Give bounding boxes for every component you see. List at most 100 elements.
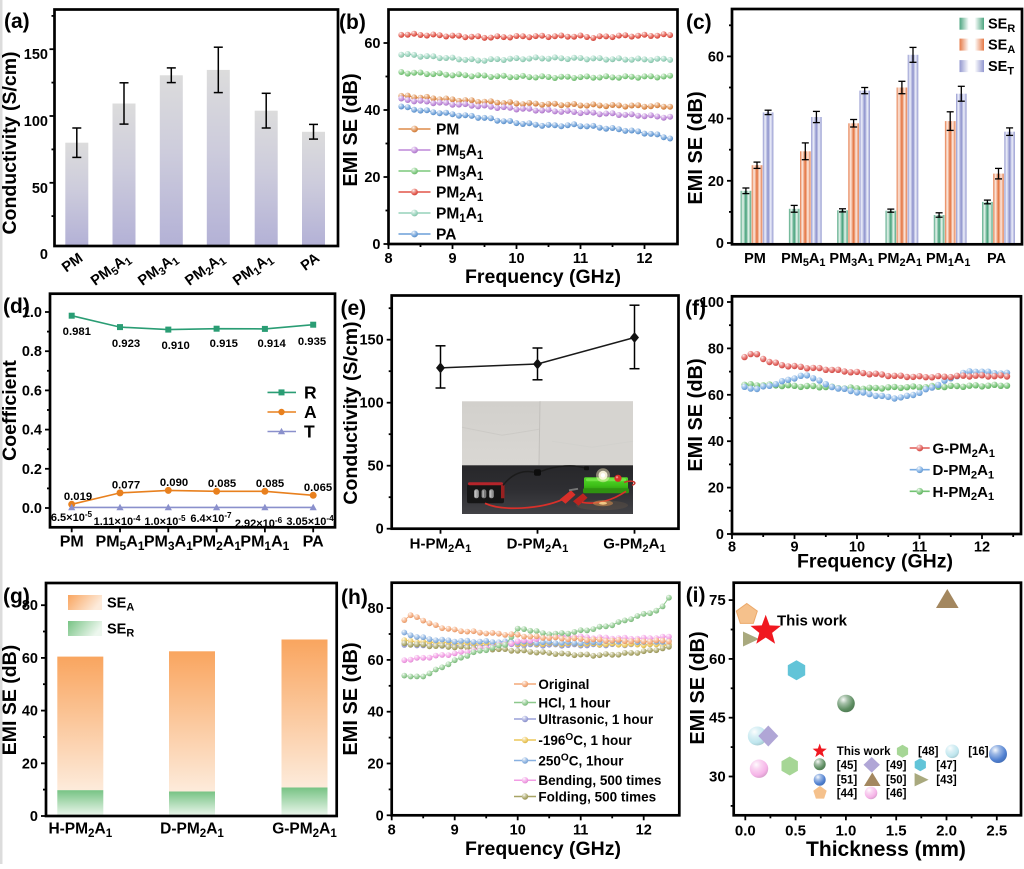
svg-text:PM: PM [744,251,766,267]
svg-text:0.085: 0.085 [256,478,284,490]
svg-text:20: 20 [708,481,724,497]
svg-text:(d): (d) [3,295,30,318]
svg-text:(e): (e) [341,297,367,320]
svg-text:2.5: 2.5 [986,822,1007,839]
svg-text:3.05×10-4: 3.05×10-4 [286,514,334,528]
svg-text:0: 0 [30,809,38,825]
svg-text:PM1A1: PM1A1 [926,251,970,269]
svg-text:12: 12 [636,251,652,267]
svg-text:11: 11 [573,822,588,838]
svg-text:Bending, 500 times: Bending, 500 times [538,773,661,788]
svg-text:Ultrasonic, 1 hour: Ultrasonic, 1 hour [538,712,654,727]
svg-text:G-PM2A1: G-PM2A1 [603,536,665,555]
svg-text:[44]: [44] [837,788,858,800]
svg-text:12: 12 [974,540,990,556]
svg-text:[45]: [45] [837,760,858,772]
svg-text:(h): (h) [341,586,368,609]
svg-text:(b): (b) [339,11,366,34]
svg-text:0: 0 [376,808,384,824]
svg-text:Frequency (GHz): Frequency (GHz) [465,838,621,860]
svg-text:60: 60 [368,653,384,669]
svg-text:0: 0 [376,522,384,538]
svg-text:60: 60 [709,651,726,668]
svg-text:(a): (a) [4,10,30,33]
svg-text:75: 75 [709,592,726,609]
svg-text:Thickness (mm): Thickness (mm) [806,838,966,861]
svg-text:60: 60 [708,49,724,65]
svg-text:0.6: 0.6 [22,383,42,399]
svg-text:0.910: 0.910 [161,340,189,352]
svg-text:PM1A1: PM1A1 [436,205,484,224]
svg-text:G-PM2A1: G-PM2A1 [933,441,995,460]
svg-text:250OC, 1hour: 250OC, 1hour [538,752,624,768]
svg-text:R: R [304,382,317,402]
svg-text:PA: PA [987,251,1007,267]
svg-text:0.915: 0.915 [210,338,238,350]
svg-text:1.0: 1.0 [22,305,42,321]
svg-text:150: 150 [24,47,48,63]
svg-text:10: 10 [508,251,524,267]
svg-text:[48]: [48] [918,746,939,758]
svg-text:1.5: 1.5 [886,822,907,839]
svg-text:Folding, 500 times: Folding, 500 times [538,790,656,805]
svg-text:10: 10 [849,540,865,556]
svg-text:PM3A1: PM3A1 [144,533,193,553]
svg-text:0.981: 0.981 [63,326,91,338]
svg-text:PM5A1: PM5A1 [781,251,825,269]
svg-text:H-PM2A1: H-PM2A1 [410,536,472,555]
svg-text:100: 100 [359,396,383,412]
svg-text:A: A [304,402,317,422]
svg-text:G-PM2A1: G-PM2A1 [272,820,337,839]
svg-text:12: 12 [636,822,652,838]
svg-text:H-PM2A1: H-PM2A1 [933,484,995,503]
svg-text:Conductivity (S/cm): Conductivity (S/cm) [340,321,362,504]
svg-text:[49]: [49] [886,760,907,772]
svg-text:H-PM2A1: H-PM2A1 [48,820,112,839]
svg-text:1.11×10-4: 1.11×10-4 [94,514,141,528]
svg-text:20: 20 [368,757,384,773]
svg-text:(c): (c) [686,11,712,34]
svg-text:1.0: 1.0 [835,822,856,839]
svg-text:30: 30 [709,769,726,786]
svg-text:PM2A1: PM2A1 [192,533,241,553]
svg-text:100: 100 [700,295,724,311]
svg-text:80: 80 [22,598,38,614]
svg-text:150: 150 [359,333,383,349]
svg-text:11: 11 [912,540,927,556]
svg-text:40: 40 [708,434,724,450]
svg-text:8: 8 [384,251,392,267]
svg-text:40: 40 [708,112,724,128]
svg-text:0: 0 [716,527,724,543]
svg-text:6.5×10-5: 6.5×10-5 [51,510,93,524]
svg-text:PA: PA [436,227,456,244]
svg-text:0.914: 0.914 [257,338,286,350]
svg-text:D-PM2A1: D-PM2A1 [160,820,224,839]
svg-text:[16]: [16] [968,746,989,758]
svg-text:[50]: [50] [886,775,907,787]
svg-text:[47]: [47] [936,760,957,772]
svg-text:Conductivity (S/cm): Conductivity (S/cm) [0,51,21,234]
svg-text:10: 10 [510,822,526,838]
svg-text:PM3A1: PM3A1 [436,163,484,182]
svg-text:50: 50 [368,459,384,475]
svg-text:PM: PM [60,533,84,550]
svg-text:EMI SE (dB): EMI SE (dB) [0,645,21,756]
svg-text:PM2A1: PM2A1 [436,184,484,203]
svg-text:EMI SE (dB): EMI SE (dB) [340,642,362,755]
svg-text:45: 45 [709,710,726,727]
svg-text:D-PM2A1: D-PM2A1 [507,536,569,555]
svg-text:0.0: 0.0 [22,501,42,517]
svg-text:Coefficient: Coefficient [0,360,21,461]
svg-text:0.8: 0.8 [22,344,42,360]
svg-text:PM1A1: PM1A1 [240,533,289,553]
svg-text:9: 9 [451,822,459,838]
svg-text:0: 0 [40,247,48,263]
svg-text:0: 0 [716,236,724,252]
svg-text:PM2A1: PM2A1 [878,251,922,269]
svg-text:[43]: [43] [936,775,957,787]
svg-text:2.0: 2.0 [936,822,957,839]
svg-text:20: 20 [708,174,724,190]
svg-text:PM5A1: PM5A1 [436,142,484,161]
svg-text:0.019: 0.019 [64,491,92,503]
svg-text:6.4×10-7: 6.4×10-7 [190,511,232,525]
